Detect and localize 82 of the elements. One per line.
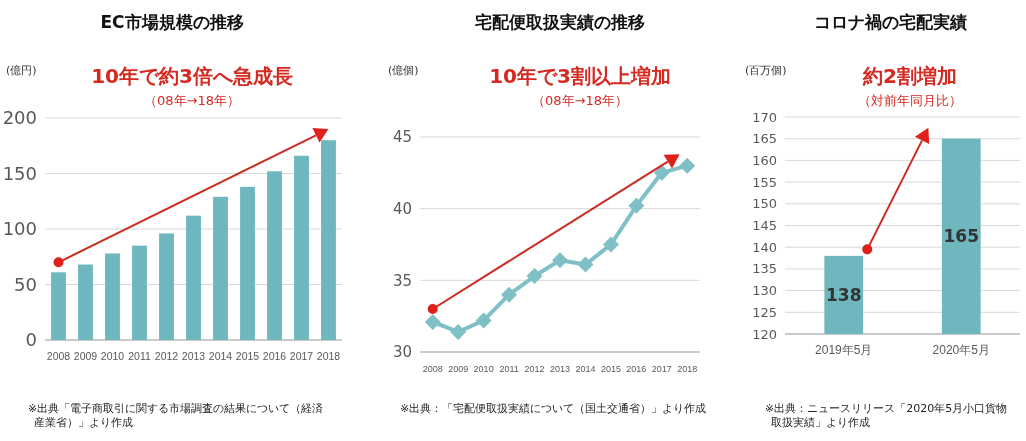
bar [186,215,201,340]
x-tick-label: 2011 [128,350,151,362]
x-tick-label: 2008 [422,364,443,374]
y-axis-title: (億個) [388,64,419,77]
y-tick-label: 160 [752,152,777,168]
x-tick-label: 2019年5月 [815,343,873,357]
chart-title: 宅配便取扱実績の推移 [475,12,645,32]
y-tick-label: 130 [752,283,777,299]
chart-subtitle: 約2割増加 [862,64,957,88]
y-tick-label: 50 [14,273,37,295]
y-tick-label: 100 [2,218,37,240]
point [552,252,568,269]
bar [78,264,93,340]
point [653,164,670,181]
x-tick-label: 2015 [600,364,621,374]
chart-subtitle: 10年で3割以上増加 [489,64,671,88]
point [577,256,594,273]
y-tick-label: 170 [752,109,777,125]
y-tick-label: 145 [752,218,777,234]
y-tick-label: 150 [752,196,777,212]
y-tick-label: 140 [752,239,777,255]
y-tick-label: 135 [752,261,777,277]
bar [267,171,282,340]
point [475,312,492,329]
point [679,157,696,174]
x-tick-label: 2010 [473,364,494,374]
y-tick-label: 125 [752,304,777,320]
data-label: 138 [826,284,862,305]
bar [213,196,228,340]
y-axis-title: (億円) [6,64,37,77]
bar [294,155,309,340]
y-tick-label: 35 [392,271,412,290]
point [628,197,645,214]
y-tick-label: 30 [392,343,412,362]
chart-subtitle: 10年で約3倍へ急成長 [91,64,293,88]
x-tick-label: 2014 [208,350,233,362]
x-tick-label: 2010 [100,350,125,362]
text: ※出典「電子商取引に関する市場調査の結果について（経済産業省）」より作成 [28,402,324,429]
x-tick-label: 2017 [289,350,314,362]
point [450,323,467,340]
bar [240,186,255,340]
x-tick-label: 2020年5月 [932,343,990,357]
y-axis-title: (百万個) [745,64,787,77]
x-tick-label: 2014 [575,364,596,374]
x-tick-label: 2009 [73,350,98,362]
x-tick-label: 2016 [626,364,647,374]
text: ※出典：ニュースリリース「2020年5月小口貨物取扱実績」より作成 [765,402,1008,429]
point [602,236,619,253]
x-tick-label: 2017 [651,364,672,374]
bar [159,233,174,340]
point [424,313,441,330]
y-tick-label: 155 [752,174,777,190]
x-tick-label: 2013 [549,364,571,374]
y-tick-label: 45 [392,128,412,147]
bar [105,253,120,340]
point [526,268,543,285]
chart-title: EC市場規模の推移 [100,12,244,32]
text: （対前年同月比） [858,93,962,108]
chart-title: コロナ禍の宅配実績 [813,12,967,32]
y-tick-label: 0 [25,329,37,351]
x-tick-label: 2012 [154,350,179,362]
text: ※出典：「宅配便取扱実績について（国土交通省）」より作成 [400,402,707,415]
bar [132,245,147,340]
x-tick-label: 2011 [499,364,519,374]
data-label: 165 [943,226,979,247]
point [501,286,518,303]
x-tick-label: 2013 [181,350,206,362]
y-tick-label: 165 [752,131,777,147]
x-tick-label: 2009 [448,364,469,374]
x-tick-label: 2008 [46,350,71,362]
text: （08年→18年） [532,93,628,108]
x-tick-label: 2018 [677,364,698,374]
x-tick-label: 2018 [316,350,341,362]
y-tick-label: 200 [2,107,37,129]
y-tick-label: 150 [2,162,37,184]
x-tick-label: 2015 [235,350,260,362]
x-tick-label: 2012 [524,364,545,374]
text: （08年→18年） [144,93,240,108]
y-tick-label: 40 [392,199,412,218]
bar [51,272,66,340]
y-tick-label: 120 [752,326,777,342]
x-tick-label: 2016 [262,350,287,362]
